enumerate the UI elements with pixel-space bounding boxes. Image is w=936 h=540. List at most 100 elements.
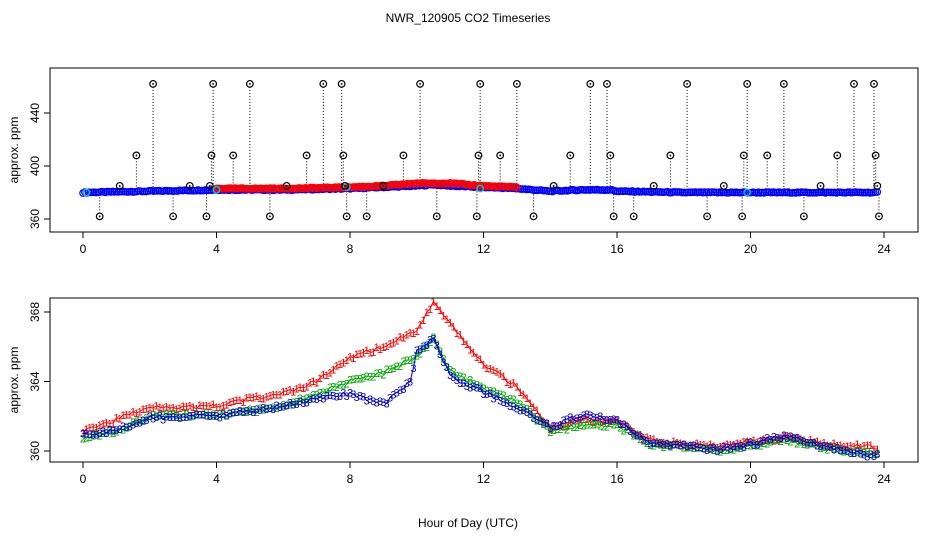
series-1-point: 1 [354,349,360,361]
series-1-segment [289,389,294,393]
series-1-point: 1 [207,401,213,413]
series-1-point: 1 [711,441,717,453]
series-2-point: 2 [277,401,283,413]
series-3-point: 3 [253,404,259,416]
series-2-point: 2 [814,440,820,452]
series-2-segment [526,408,531,412]
series-1-point: 1 [310,376,316,388]
bottom-x-tick-label: 24 [877,472,891,486]
series-3-point: 3 [764,433,770,445]
outlier-point [816,181,825,190]
outlier-point-center [172,215,175,218]
series-2-point: 2 [654,439,660,451]
series-1-segment [152,405,157,409]
series-2-point: 2 [183,409,189,421]
series-2-segment [176,414,181,418]
series-1-segment [223,404,227,406]
series-3-point: 3 [277,402,283,414]
series-3-point: 3 [871,451,877,463]
series-1-point: 1 [577,414,583,426]
series-3-segment [563,418,568,421]
outlier-point [850,79,858,88]
series-2-point: 2 [253,407,259,419]
series-1-segment [723,443,728,446]
series-3-segment [319,396,324,399]
series-1-point: 1 [537,412,543,424]
series-3-point: 3 [577,412,583,424]
cyan-point [476,184,485,193]
series-1-point: 1 [464,339,470,351]
series-3-segment [686,444,691,447]
series-3-point: 3 [394,387,400,399]
series-2-point: 2 [290,397,296,409]
series-1-segment [516,386,521,393]
series-2-segment [663,444,668,448]
series-1-point: 1 [734,438,740,450]
series-2-segment [446,366,451,370]
outlier-point [169,212,178,221]
outlier-point-center [766,154,769,157]
series-2-segment [780,437,785,442]
series-1-point: 1 [327,368,333,380]
outlier-point [871,151,880,160]
series-1-point: 1 [170,402,176,414]
series-2-point: 2 [344,379,350,391]
series-1-segment [870,444,875,450]
series-3-segment [449,374,454,378]
series-1-segment [733,442,738,445]
series-3-point: 3 [460,378,466,390]
series-3-segment [122,425,127,428]
series-1-point: 1 [210,399,216,411]
series-2-segment [156,414,160,417]
series-2-point: 2 [574,422,580,434]
outlier-point-center [499,154,502,157]
series-1-point: 1 [267,391,273,403]
series-3-point: 3 [203,410,209,422]
series-3-point: 3 [294,399,300,411]
series-1-point: 1 [314,377,320,389]
series-1-segment [526,397,531,404]
series-3-segment [369,398,374,402]
series-3-segment [583,413,588,416]
series-2-segment [826,445,831,450]
series-2-point: 2 [137,415,143,427]
series-2-segment [690,446,694,449]
series-3-segment [646,440,651,444]
series-3-point: 3 [564,414,570,426]
series-3-point: 3 [684,441,690,453]
series-1-segment [299,386,304,389]
series-2-point: 2 [644,438,650,450]
series-3-segment [289,402,294,406]
cyan-point [743,188,752,197]
series-3-segment [136,421,140,424]
series-1-segment [513,382,518,387]
series-3-segment [226,412,231,416]
top-panel: 0 4 8 12 16 20 24 360 400 440 approx. ppm [7,67,919,256]
series-1-segment [646,436,651,440]
series-3-point: 3 [808,438,814,450]
series-2-point: 2 [534,415,540,427]
series-1-segment [696,442,701,445]
series-3-segment [259,406,264,411]
series-1-point: 1 [597,416,603,428]
outlier-point [739,151,748,160]
series-2-segment [593,422,598,425]
series-3-segment [870,453,875,457]
series-1-point: 1 [163,401,169,413]
outlier-point-center [479,82,482,85]
series-2-point: 2 [507,393,513,405]
series-1-point: 1 [664,438,670,450]
series-2-segment [596,422,601,426]
series-1-point: 1 [864,440,870,452]
series-3-segment [533,417,538,420]
series-1-point: 1 [147,402,153,414]
series-2-point: 2 [764,438,770,450]
bottom-panel-marks: 1111111111111111111111111111111111111111… [80,296,880,463]
outlier-point-center [344,184,346,187]
series-1-segment [499,373,504,377]
series-1-segment [429,301,434,310]
series-2-point: 2 [684,442,690,454]
series-1-segment [229,400,234,403]
red-baseline-point [513,183,521,192]
series-2-point: 2 [307,392,313,404]
